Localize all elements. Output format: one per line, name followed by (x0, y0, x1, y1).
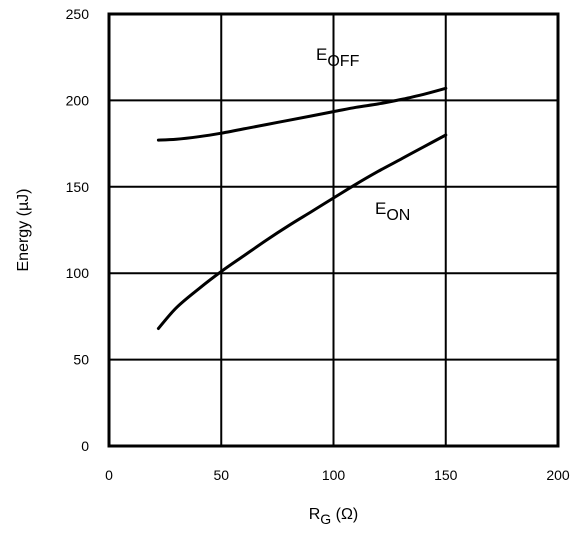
y-tick-label-100: 100 (66, 265, 90, 281)
series-label-eoff-sub: OFF (327, 53, 359, 70)
x-axis-label-sub: G (320, 511, 331, 527)
x-axis-label: RG (Ω) (309, 506, 359, 527)
series-line-on (156, 133, 448, 330)
y-tick-labels: 0 50 100 150 200 250 (66, 6, 90, 454)
y-tick-label-250: 250 (66, 6, 90, 22)
series-label-eon-sub: ON (386, 207, 410, 224)
x-axis-label-unit: (Ω) (331, 506, 358, 523)
x-tick-label-150: 150 (434, 467, 458, 483)
y-tick-label-50: 50 (73, 352, 89, 368)
y-tick-label-150: 150 (66, 179, 90, 195)
x-tick-label-50: 50 (213, 467, 229, 483)
series-label-eoff-main: E (316, 45, 327, 64)
y-axis-label: Energy (µJ) (15, 188, 32, 271)
x-tick-label-200: 200 (546, 467, 570, 483)
plot-frame (107, 12, 560, 448)
series-label-eoff: EOFF (316, 45, 360, 70)
y-tick-label-200: 200 (66, 92, 90, 108)
x-tick-labels: 0 50 100 150 200 (105, 467, 570, 483)
series-label-eon-main: E (375, 199, 386, 218)
x-axis-label-main: R (309, 506, 321, 523)
series-lines (156, 86, 448, 330)
x-tick-label-0: 0 (105, 467, 113, 483)
x-tick-label-100: 100 (322, 467, 346, 483)
grid-lines (109, 14, 558, 446)
series-line-off (156, 86, 448, 142)
series-label-eon: EON (375, 199, 410, 224)
y-tick-label-0: 0 (81, 438, 89, 454)
